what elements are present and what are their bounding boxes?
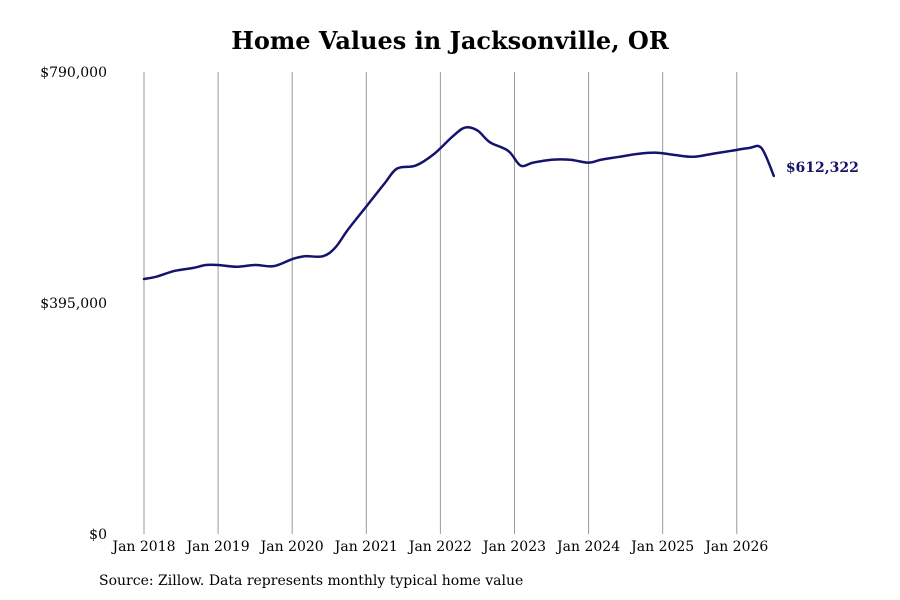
- y-tick-label: $395,000: [40, 296, 107, 312]
- x-tick-label: Jan 2025: [629, 539, 694, 555]
- x-tick-label: Jan 2020: [259, 539, 324, 555]
- y-tick-label: $0: [89, 527, 107, 543]
- y-tick-label: $790,000: [40, 65, 107, 81]
- x-tick-label: Jan 2018: [110, 539, 175, 555]
- series-line: [142, 126, 776, 281]
- x-tick-label: Jan 2024: [555, 539, 620, 555]
- x-tick-label: Jan 2023: [481, 539, 546, 555]
- x-tick-label: Jan 2026: [703, 539, 768, 555]
- end-value-label: $612,322: [786, 160, 859, 176]
- chart-title: Home Values in Jacksonville, OR: [231, 26, 669, 55]
- source-note: Source: Zillow. Data represents monthly …: [99, 573, 524, 589]
- x-tick-label: Jan 2022: [407, 539, 472, 555]
- x-tick-label: Jan 2021: [333, 539, 398, 555]
- x-tick-label: Jan 2019: [185, 539, 250, 555]
- x-axis-ticks: Jan 2018 Jan 2019 Jan 2020 Jan 2021 Jan 2022…: [110, 539, 768, 555]
- y-axis-ticks: $790,000 $395,000 $0: [40, 65, 107, 543]
- vertical-gridlines: [143, 72, 738, 534]
- end-labels: $612,322: [786, 160, 859, 176]
- series-lines: [142, 126, 776, 281]
